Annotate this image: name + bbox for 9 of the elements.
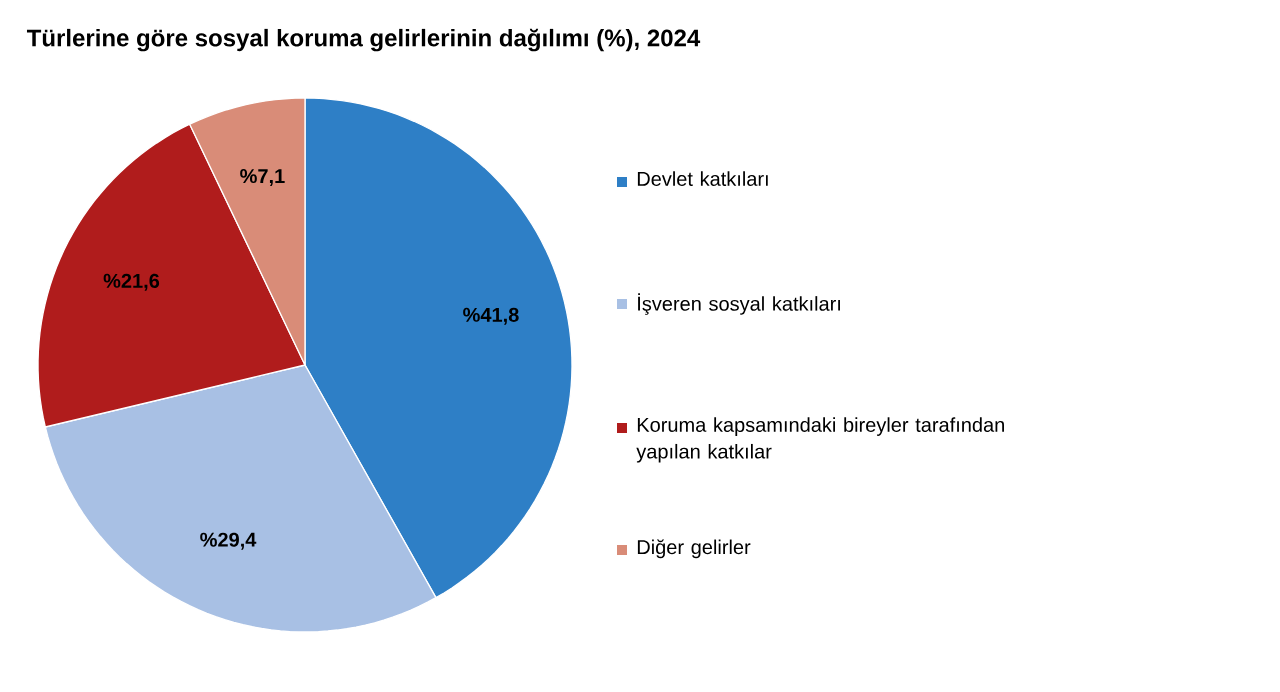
legend-label: Devlet katkıları xyxy=(637,171,768,186)
legend-label: Diğer gelirler xyxy=(637,539,751,559)
data-label: %21,6 xyxy=(103,273,160,291)
chart-title: Türlerine göre sosyal koruma gelirlerinin dağılımı (%), 2024 xyxy=(26,28,701,52)
data-label: %41,8 xyxy=(463,307,519,325)
legend-label: Koruma kapsamındaki bireyler tarafından yapılan katkılar xyxy=(636,417,1004,463)
legend-label: İşveren sosyal katkıları xyxy=(638,293,840,315)
data-label: %29,4 xyxy=(200,532,257,550)
data-label: %7,1 xyxy=(240,169,285,187)
